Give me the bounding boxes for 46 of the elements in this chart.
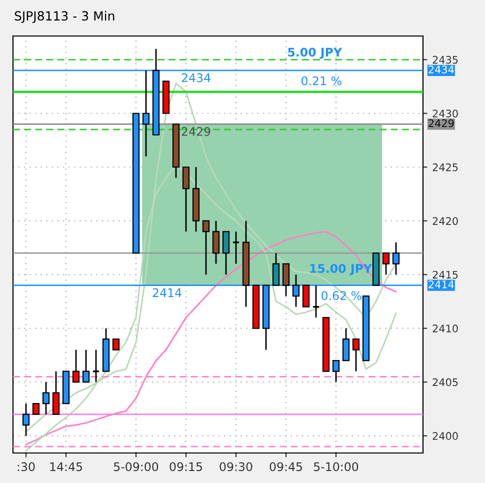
candlestick: [302, 284, 310, 308]
y-tick-label: 2400: [432, 432, 458, 440]
y-tick-label: 2420: [432, 217, 458, 225]
candlestick: [342, 328, 350, 362]
y-tick-label: 2435: [432, 56, 458, 64]
ref-line-label: 2414: [152, 288, 182, 297]
y-tick-label: 2425: [432, 163, 458, 172]
y-tick-label: 2410: [432, 324, 458, 332]
text: 2414: [428, 280, 454, 288]
candlestick: [222, 230, 230, 276]
ref-line-label: 2434: [182, 73, 210, 82]
x-tick-label: 09:45: [270, 462, 302, 472]
y-tick-label: 2415: [432, 270, 458, 279]
x-tick-label: :30: [18, 462, 35, 472]
candlestick: [352, 338, 360, 372]
candlestick: [272, 252, 280, 286]
candlestick: [42, 381, 50, 416]
annotation: 0.62 %: [322, 291, 362, 300]
x-tick-label: 5-09:00: [114, 462, 158, 472]
annotation: 0.21 %: [302, 76, 342, 86]
y-tick-label: 2430: [432, 110, 458, 118]
text: 2429: [428, 119, 454, 128]
candlestick: [282, 263, 290, 297]
candlestick: [212, 220, 220, 265]
x-tick-label: 5-10:00: [314, 462, 358, 472]
candlestick: [82, 349, 90, 383]
candlestick: [182, 166, 190, 232]
candlestick: [382, 252, 390, 276]
x-tick-label: 09:15: [170, 462, 202, 472]
candlestick: [112, 338, 120, 350]
candlestick: [232, 230, 240, 265]
y-tick-label: 2405: [432, 378, 458, 386]
candlestick: [312, 284, 320, 318]
candlestick: [332, 360, 340, 383]
candlestick: [22, 402, 30, 436]
x-tick-label: 09:30: [220, 462, 252, 472]
candlestick: [392, 242, 400, 276]
text: 2434: [428, 66, 454, 74]
candlestick: [52, 370, 60, 416]
candlestick: [32, 403, 40, 415]
x-tick-label: 14:45: [50, 462, 82, 472]
chart-title: SJPJ8113 - 3 Min: [14, 10, 114, 23]
candlestick: [92, 349, 100, 383]
candlestick: [72, 349, 80, 383]
candlestick: [202, 220, 210, 276]
annotation: 5.00 JPY: [288, 48, 342, 59]
